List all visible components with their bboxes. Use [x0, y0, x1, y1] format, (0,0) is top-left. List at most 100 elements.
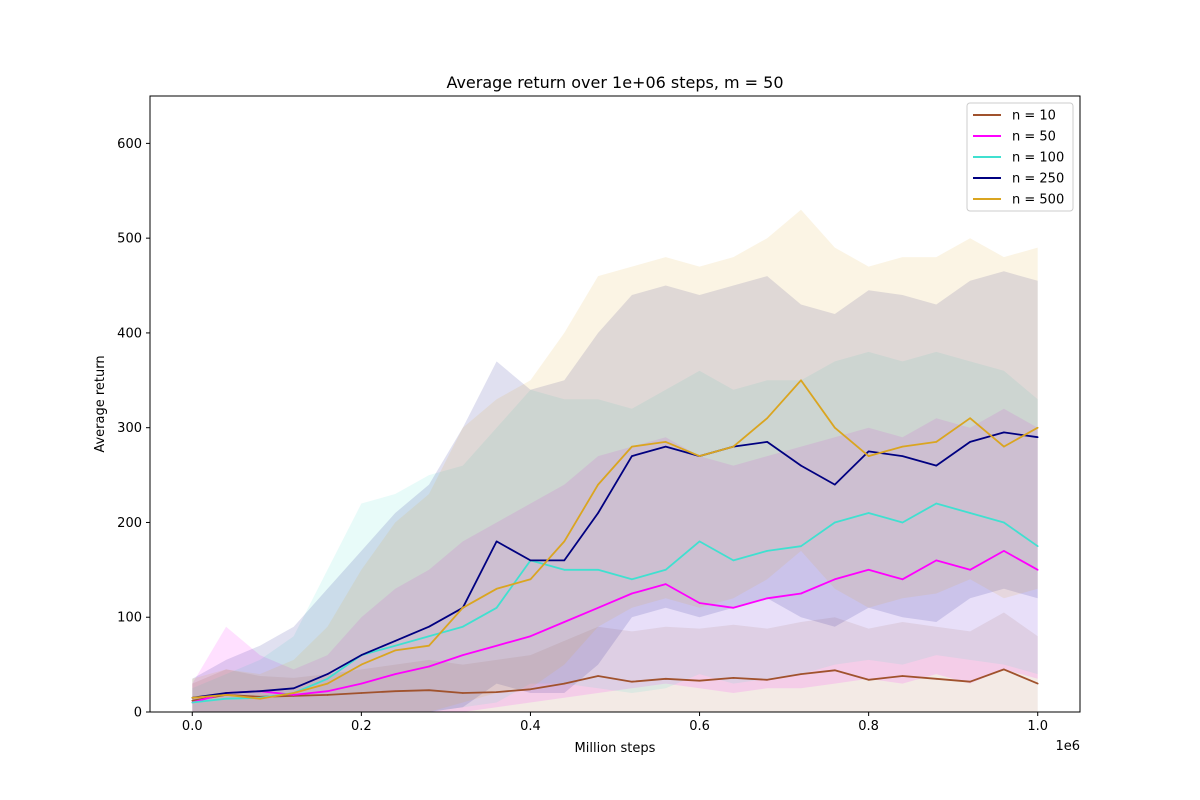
data-point	[1036, 436, 1039, 438]
data-point	[597, 606, 599, 609]
data-point	[800, 673, 802, 675]
data-point	[766, 441, 768, 443]
data-point	[597, 675, 599, 677]
data-point	[800, 464, 802, 467]
x-tick-label: 0.0	[182, 719, 203, 734]
data-point	[732, 445, 735, 448]
data-point	[834, 521, 836, 524]
data-point	[631, 455, 633, 457]
data-point	[326, 682, 329, 685]
data-point	[360, 692, 363, 694]
data-point	[259, 690, 261, 692]
data-point	[563, 559, 566, 562]
data-point	[969, 417, 971, 420]
data-point	[867, 455, 870, 457]
x-axis-label: Million steps	[575, 741, 656, 756]
data-point	[563, 540, 566, 543]
data-point	[428, 689, 430, 692]
data-point	[698, 455, 701, 457]
data-point	[935, 559, 938, 562]
data-point	[1036, 569, 1039, 571]
data-point	[292, 692, 295, 694]
data-point	[225, 694, 227, 696]
data-point	[969, 441, 971, 443]
line-series-3	[192, 502, 1039, 704]
data-point	[597, 483, 599, 486]
data-point	[462, 625, 464, 628]
y-tick-label: 500	[117, 232, 142, 247]
data-point	[664, 678, 667, 680]
data-point	[1036, 682, 1039, 685]
data-point	[394, 673, 396, 675]
data-point	[935, 464, 938, 467]
data-point	[732, 559, 735, 562]
legend-label: n = 250	[1012, 172, 1064, 187]
y-tick-label: 200	[117, 516, 142, 531]
data-point	[631, 592, 633, 595]
legend-label: n = 50	[1012, 130, 1056, 145]
data-point	[867, 678, 870, 681]
data-point	[631, 680, 633, 683]
data-point	[732, 606, 735, 609]
y-tick-label: 0	[134, 706, 142, 721]
data-point	[462, 606, 464, 609]
y-axis-ticks: 0 100 200 300 400 500 600	[117, 137, 150, 721]
data-point	[360, 654, 363, 656]
legend-label: n = 500	[1012, 193, 1064, 208]
data-point	[935, 441, 938, 443]
data-point	[1003, 445, 1005, 448]
data-point	[664, 441, 667, 443]
data-point	[834, 426, 836, 429]
data-point	[225, 697, 227, 700]
line-series-4	[192, 431, 1038, 699]
data-point	[394, 640, 396, 642]
data-point	[631, 578, 633, 581]
y-tick-label: 600	[117, 137, 142, 152]
line-series-5	[192, 379, 1039, 700]
data-point	[969, 569, 971, 571]
data-point	[326, 673, 329, 675]
x-tick-label: 0.4	[520, 719, 541, 734]
data-point	[732, 677, 735, 679]
data-point	[901, 675, 904, 677]
y-tick-label: 400	[117, 326, 142, 341]
data-point	[867, 512, 870, 514]
line-series-1	[192, 668, 1039, 702]
legend: n = 10 n = 50 n = 100 n = 250 n = 500	[966, 102, 1074, 212]
band-series-4	[192, 271, 1038, 712]
data-point	[495, 540, 498, 543]
data-point	[901, 578, 904, 581]
data-point	[360, 682, 363, 685]
data-point	[495, 644, 498, 647]
data-point	[529, 635, 532, 637]
data-point	[834, 669, 836, 672]
data-point	[1036, 545, 1039, 547]
data-point	[834, 483, 836, 486]
data-point	[292, 687, 295, 690]
x-tick-label: 0.2	[351, 719, 372, 734]
data-point	[867, 569, 870, 571]
data-point	[1003, 431, 1005, 434]
x-axis-ticks: 0.0 0.2 0.4 0.6 0.8 1.0	[182, 712, 1048, 734]
data-point	[326, 690, 329, 692]
data-point	[326, 694, 329, 696]
data-point	[563, 569, 566, 571]
data-point	[428, 665, 430, 668]
data-point	[834, 578, 836, 581]
data-point	[495, 606, 498, 609]
data-point	[901, 521, 904, 524]
data-point	[1003, 668, 1005, 671]
data-point	[969, 680, 971, 683]
data-point	[766, 550, 768, 552]
data-point	[698, 679, 701, 682]
x-tick-label: 0.8	[858, 719, 879, 734]
data-point	[394, 690, 396, 692]
data-point	[462, 654, 464, 656]
data-point	[1003, 550, 1005, 552]
data-point	[800, 379, 802, 382]
data-point	[901, 445, 904, 448]
data-point	[800, 545, 802, 547]
data-point	[428, 625, 430, 628]
data-point	[935, 502, 938, 505]
y-tick-label: 300	[117, 421, 142, 436]
